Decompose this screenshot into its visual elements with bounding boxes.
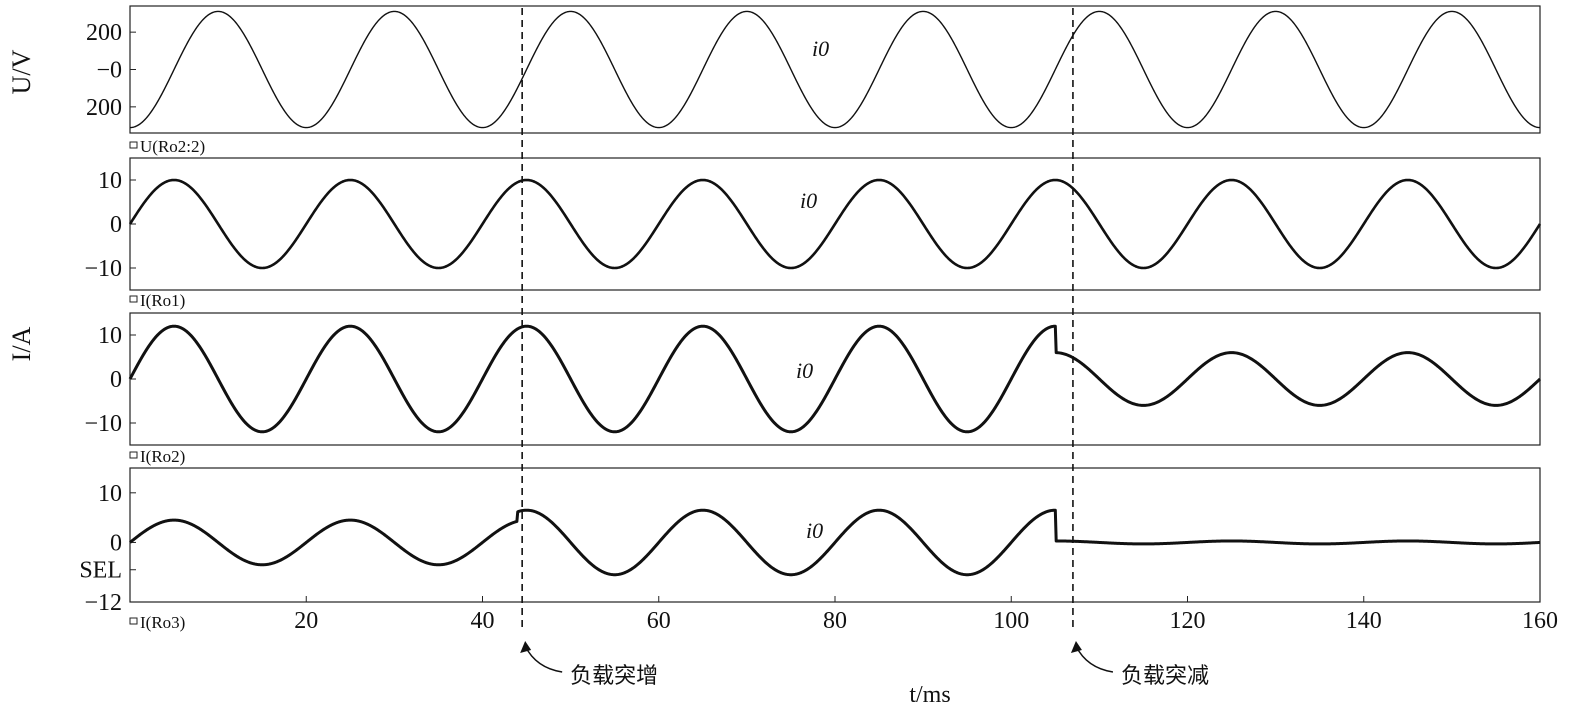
event-markers: 负载突增 负载突减 — [520, 8, 1209, 689]
curve-label: i0 — [796, 358, 813, 383]
x-tick-label: 140 — [1346, 608, 1382, 634]
y-tick-label: 10 — [98, 481, 122, 507]
legend-marker — [129, 451, 138, 459]
y-tick-label: 10 — [98, 168, 122, 194]
panels: 200−0200i0U(Ro2:2)100−10i0I(Ro1)100−10i0… — [79, 5, 1542, 632]
y-tick-label: 10 — [98, 323, 122, 349]
x-tick-label: 60 — [647, 608, 671, 634]
y-tick-label: −10 — [84, 256, 122, 282]
current-axis-label: I/A — [7, 326, 36, 361]
x-tick-label: 80 — [823, 608, 847, 634]
waveform-line — [128, 324, 1542, 434]
x-tick-label: 20 — [294, 608, 318, 634]
panel-tag: I(Ro1) — [140, 291, 185, 310]
x-tick-labels: 20 40 60 80 100 120 140 160 — [294, 596, 1558, 634]
waveform-line — [129, 508, 1541, 577]
y-tick-label: −12 — [84, 590, 122, 616]
waveform-line — [129, 10, 1541, 129]
panel-2: 10 0 −10 i0 I(Ro1) — [84, 157, 1542, 310]
y-tick-label: SEL — [79, 558, 122, 584]
panel-3: 10 0 −10 i0 I(Ro2) — [84, 312, 1542, 466]
y-tick-label: 0 — [110, 212, 122, 238]
y-tick-label: 200 — [86, 95, 122, 121]
waveform-line — [128, 178, 1542, 270]
legend-marker — [129, 617, 138, 625]
curve-label: i0 — [800, 188, 817, 213]
y-tick-label: 200 — [86, 20, 122, 46]
panel-tag: I(Ro2) — [140, 447, 185, 466]
panel-frame — [129, 467, 1541, 603]
y-tick-label: 0 — [110, 367, 122, 393]
legend-marker — [129, 141, 138, 149]
panel-1: 200 −0 200 i0 U(Ro2:2) — [86, 5, 1541, 156]
x-tick-label: 40 — [471, 608, 495, 634]
event-label: 负载突增 — [570, 664, 658, 689]
y-tick-label: −10 — [84, 411, 122, 437]
y-tick-label: 0 — [110, 530, 122, 556]
event-label: 负载突减 — [1121, 664, 1209, 689]
event-arrowhead — [1070, 641, 1082, 653]
curve-label: i0 — [812, 36, 829, 61]
panel-tag: U(Ro2:2) — [140, 137, 205, 156]
panel-tag: I(Ro3) — [140, 613, 185, 632]
curve-label: i0 — [806, 518, 823, 543]
panel-frame — [129, 5, 1541, 134]
x-tick-label: 120 — [1170, 608, 1206, 634]
y-tick-label: −0 — [96, 58, 122, 84]
x-axis-label: t/ms — [909, 682, 950, 707]
x-tick-label: 160 — [1522, 608, 1558, 634]
voltage-axis-label: U/V — [7, 49, 36, 94]
event-arrowhead — [520, 641, 532, 653]
x-tick-label: 100 — [993, 608, 1029, 634]
legend-marker — [129, 295, 138, 303]
